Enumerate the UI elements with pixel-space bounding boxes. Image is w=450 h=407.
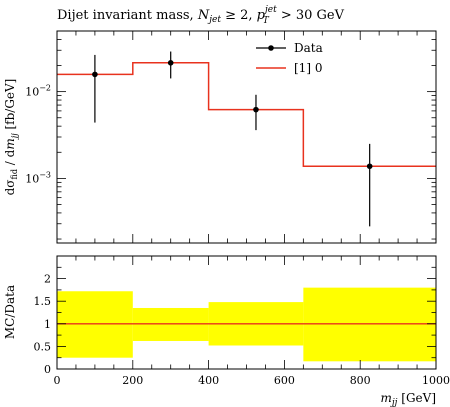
ratio-xtick-label: 1000 [422, 374, 450, 387]
ratio-band [57, 287, 436, 362]
ratio-band-bin [57, 291, 133, 358]
title-pt-sup: jet [263, 5, 277, 15]
legend-data-label: Data [294, 41, 323, 55]
data-point [253, 106, 259, 113]
legend-data-marker [268, 45, 274, 51]
data-point [366, 163, 373, 170]
ratio-xtick-label: 600 [274, 374, 295, 387]
title-njet: N [197, 8, 210, 23]
main-ticks: 10−2 10−3 [25, 30, 437, 243]
main-frame [56, 30, 437, 244]
ratio-ytick-label: 0.5 [34, 340, 52, 353]
main-panel: 10−2 10−3 dσfid / dmjj [fb/GeV] Data [1] … [3, 30, 437, 244]
main-ylabel: dσfid / dmjj [fb/GeV] [3, 79, 19, 196]
ratio-xtick-label: 400 [198, 374, 219, 387]
ratio-xtick-label: 200 [122, 374, 143, 387]
legend: Data [1] 0 [256, 41, 323, 75]
ratio-ytick-label: 1 [44, 318, 51, 331]
title-pt-rel: > 30 GeV [277, 8, 345, 23]
ratio-frame [56, 255, 437, 370]
ratio-xtick-label: 0 [54, 374, 61, 387]
ratio-ytick-label: 2 [44, 273, 51, 286]
ratio-ytick-label: 1.5 [34, 295, 52, 308]
ratio-xtick-label: 800 [350, 374, 371, 387]
data-points [92, 51, 373, 227]
title-pt: p [257, 8, 266, 23]
legend-mc-label: [1] 0 [294, 61, 322, 75]
ratio-band-bin [132, 307, 209, 341]
title-njet-rel: ≥ 2, [221, 8, 257, 23]
chart-title: Dijet invariant mass, Njet ≥ 2, pjet T > … [57, 5, 345, 26]
ratio-ylabel: MC/Data [3, 285, 17, 339]
data-point [167, 59, 174, 66]
main-ytick-label: 10−2 [25, 84, 51, 99]
ratio-band-bin [303, 287, 436, 362]
main-ytick-label: 10−3 [25, 170, 51, 185]
ratio-panel: 0 0.5 1 1.5 2 0 200 400 600 800 1000 MC/Data mjj [… [3, 255, 450, 407]
data-point [92, 71, 98, 78]
ratio-xlabel: mjj [GeV] [380, 391, 436, 407]
title-njet-sub: jet [207, 15, 221, 25]
mc-histogram-line [57, 62, 436, 168]
title-pt-sub: T [263, 16, 270, 26]
ratio-ytick-label: 0 [44, 363, 51, 376]
title-prefix: Dijet invariant mass, [57, 8, 198, 23]
